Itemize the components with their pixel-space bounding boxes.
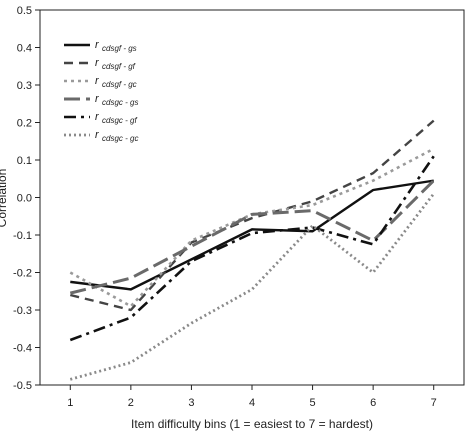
y-tick-label: -0.5 (13, 380, 32, 392)
legend-label-subscript: cdsgc - gc (102, 134, 138, 143)
x-tick-label: 1 (67, 397, 73, 409)
legend-label: r (95, 75, 100, 87)
legend-label: r (95, 111, 100, 123)
y-tick-label: 0.1 (17, 155, 32, 167)
x-tick-label: 3 (188, 397, 194, 409)
series-line-6 (69, 192, 435, 381)
series-lines (69, 119, 435, 381)
y-tick-label: 0.2 (17, 118, 32, 130)
y-tick-label: -0.4 (13, 343, 32, 355)
legend-label-subscript: cdsgf - gc (102, 80, 137, 89)
x-axis-title: Item difficulty bins (1 = easiest to 7 =… (131, 417, 373, 431)
x-axis: 1 2 3 4 5 6 7 (67, 385, 437, 409)
y-tick-label: 0.0 (17, 193, 32, 205)
y-tick-label: -0.3 (13, 305, 32, 317)
legend: r cdsgf - gsr cdsgf - gfr cdsgf - gcr cdsgc … (64, 39, 138, 143)
y-axis-title: Correlation (0, 169, 9, 228)
legend-label-subscript: cdsgc - gs (102, 98, 138, 107)
y-tick-label: 0.4 (17, 43, 32, 55)
y-tick-label: -0.1 (13, 230, 32, 242)
x-tick-label: 6 (370, 397, 376, 409)
y-tick-label: 0.3 (17, 80, 32, 92)
legend-label-subscript: cdsgf - gs (102, 44, 137, 53)
legend-label: r (95, 93, 100, 105)
legend-label: r (95, 129, 100, 141)
series-line-2 (69, 119, 435, 312)
y-tick-label: 0.5 (17, 5, 32, 17)
series-line-3 (69, 147, 435, 308)
series-line-4 (69, 179, 435, 295)
x-tick-label: 5 (310, 397, 316, 409)
y-tick-label: -0.2 (13, 268, 32, 280)
x-tick-label: 2 (128, 397, 134, 409)
legend-label-subscript: cdsgc - gf (102, 116, 137, 125)
series-line-5 (69, 155, 435, 342)
series-line-1 (70, 179, 434, 291)
y-axis: -0.5 -0.4 -0.3 -0.2 -0.1 0.0 0.1 0.2 0.3 0.4 0.5 (13, 5, 40, 392)
legend-label: r (95, 57, 100, 69)
x-tick-label: 4 (249, 397, 255, 409)
legend-label-subscript: cdsgf - gf (102, 62, 136, 71)
legend-label: r (95, 39, 100, 51)
x-tick-label: 7 (431, 397, 437, 409)
